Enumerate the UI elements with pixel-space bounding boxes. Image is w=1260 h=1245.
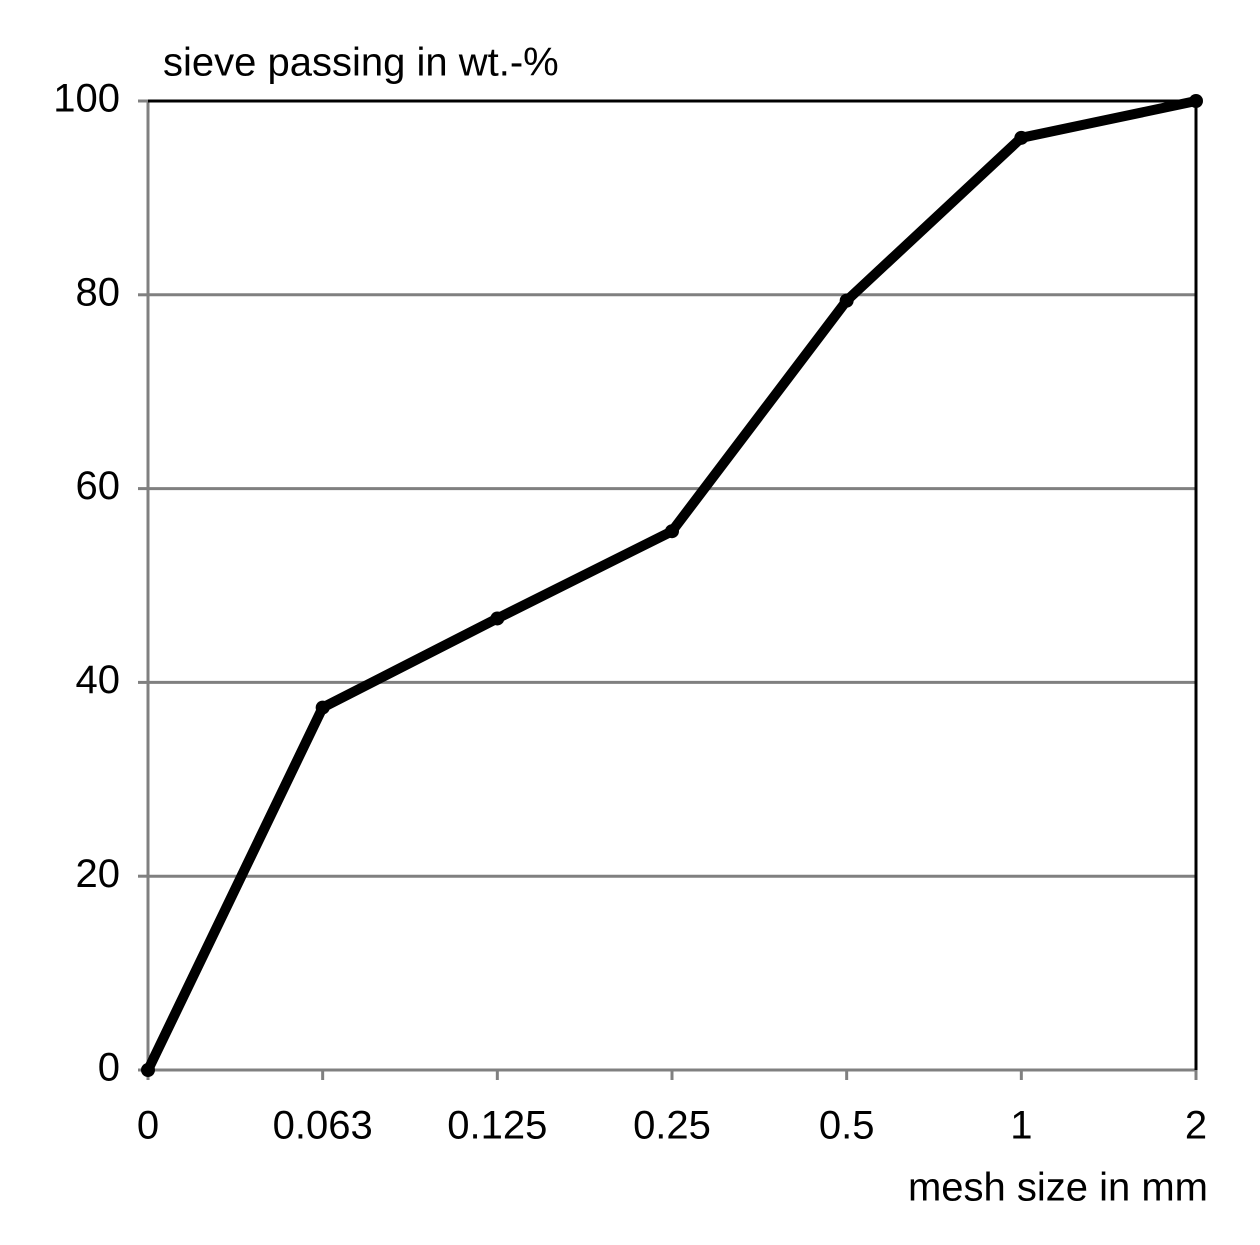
data-point — [839, 293, 854, 308]
x-tick-label: 0.063 — [273, 1104, 373, 1148]
x-tick-label: 0.125 — [447, 1104, 547, 1148]
y-tick-label: 20 — [76, 852, 121, 896]
x-tick-label: 1 — [1010, 1104, 1032, 1148]
y-tick-label: 100 — [53, 77, 120, 121]
data-point — [141, 1063, 155, 1077]
y-tick-label: 0 — [98, 1046, 120, 1090]
y-axis-title: sieve passing in wt.-% — [163, 41, 559, 85]
x-tick-label: 0 — [137, 1104, 159, 1148]
x-tick-label: 2 — [1185, 1104, 1207, 1148]
x-tick-label: 0.5 — [819, 1104, 875, 1148]
x-axis-title: mesh size in mm — [908, 1166, 1208, 1210]
data-point — [665, 524, 679, 539]
y-tick-label: 40 — [76, 658, 121, 702]
x-tick-label: 0.25 — [633, 1104, 711, 1148]
data-point — [1189, 94, 1203, 108]
y-tick-label: 60 — [76, 464, 121, 508]
data-line — [143, 96, 1198, 1073]
data-point — [1014, 130, 1029, 145]
y-tick-label: 80 — [76, 270, 121, 314]
data-point — [315, 700, 330, 715]
data-point — [490, 611, 505, 626]
